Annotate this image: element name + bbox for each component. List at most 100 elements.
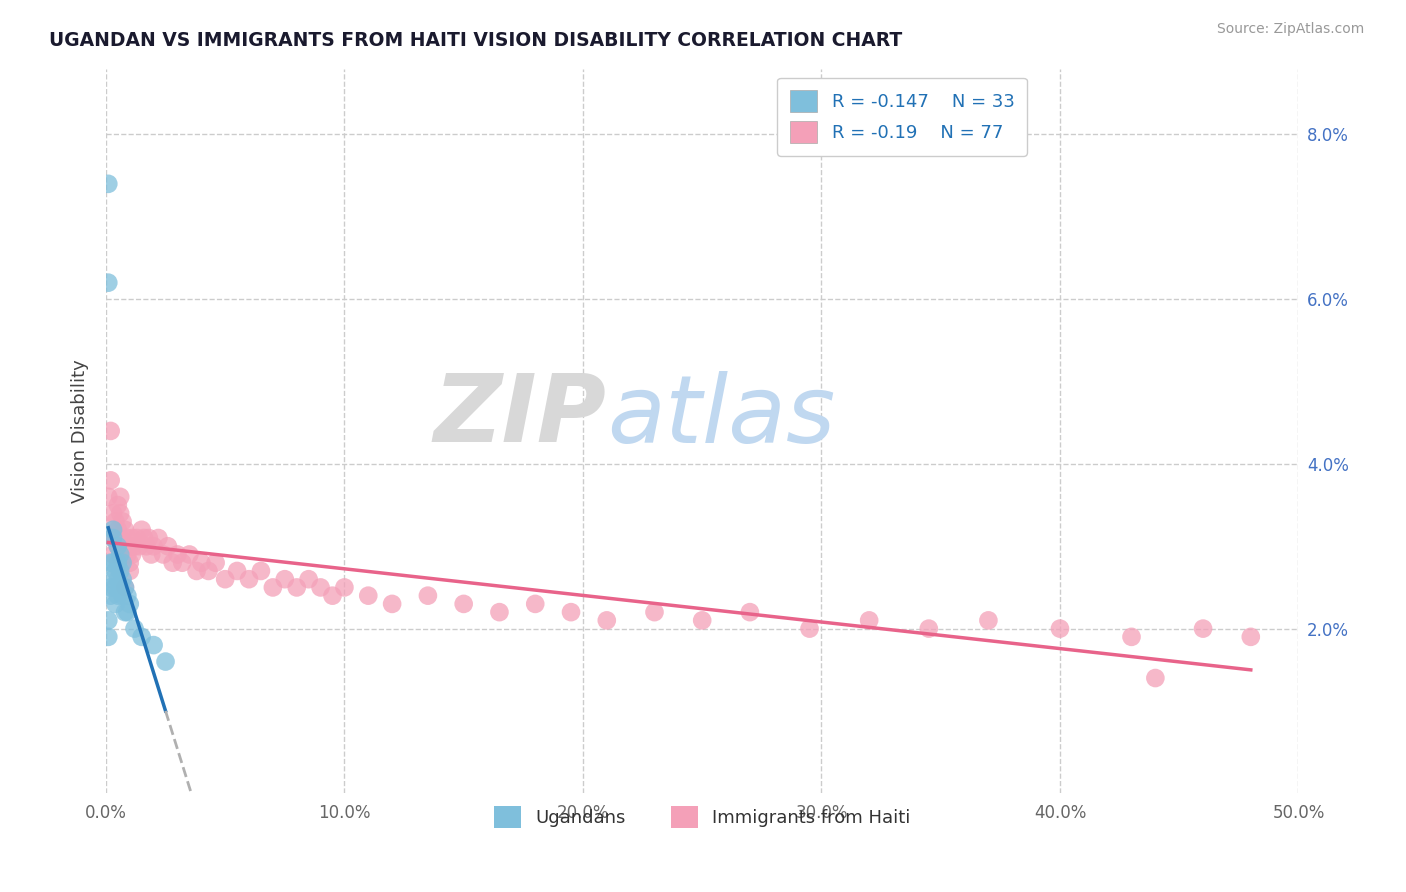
Point <box>104 515 127 529</box>
Point <box>333 581 356 595</box>
Point <box>124 539 146 553</box>
Point <box>186 564 208 578</box>
Point <box>111 589 134 603</box>
Point <box>799 622 821 636</box>
Point <box>110 506 132 520</box>
Point <box>104 531 127 545</box>
Point <box>118 597 141 611</box>
Point <box>141 548 163 562</box>
Point <box>101 548 124 562</box>
Point <box>1144 671 1167 685</box>
Point <box>125 531 148 545</box>
Point <box>690 613 713 627</box>
Point <box>100 424 122 438</box>
Point <box>179 548 201 562</box>
Point <box>162 556 184 570</box>
Point <box>381 597 404 611</box>
Point <box>135 539 157 553</box>
Point <box>100 474 122 488</box>
Point <box>118 556 141 570</box>
Point <box>238 572 260 586</box>
Point <box>111 572 134 586</box>
Point <box>117 589 139 603</box>
Point <box>357 589 380 603</box>
Point <box>100 581 122 595</box>
Point <box>101 531 124 545</box>
Point <box>274 572 297 586</box>
Point <box>166 548 188 562</box>
Point <box>197 564 219 578</box>
Point <box>142 539 165 553</box>
Point <box>560 605 582 619</box>
Point <box>1049 622 1071 636</box>
Point <box>101 531 124 545</box>
Text: ZIP: ZIP <box>434 370 607 462</box>
Point <box>156 539 179 553</box>
Point <box>117 605 139 619</box>
Point <box>114 523 136 537</box>
Point <box>918 622 941 636</box>
Point <box>226 564 249 578</box>
Point <box>118 564 141 578</box>
Point <box>262 581 284 595</box>
Point <box>97 613 120 627</box>
Point <box>97 630 120 644</box>
Point <box>117 548 139 562</box>
Point <box>97 177 120 191</box>
Point <box>204 556 226 570</box>
Point <box>488 605 510 619</box>
Text: UGANDAN VS IMMIGRANTS FROM HAITI VISION DISABILITY CORRELATION CHART: UGANDAN VS IMMIGRANTS FROM HAITI VISION … <box>49 31 903 50</box>
Point <box>142 638 165 652</box>
Text: Source: ZipAtlas.com: Source: ZipAtlas.com <box>1216 22 1364 37</box>
Point <box>101 523 124 537</box>
Point <box>131 523 153 537</box>
Point <box>172 556 194 570</box>
Point <box>214 572 236 586</box>
Point <box>110 531 132 545</box>
Point <box>107 589 129 603</box>
Point <box>97 490 120 504</box>
Point <box>100 589 122 603</box>
Point <box>121 548 143 562</box>
Point <box>644 605 666 619</box>
Point <box>107 498 129 512</box>
Point <box>111 515 134 529</box>
Point <box>114 581 136 595</box>
Point <box>104 581 127 595</box>
Point <box>309 581 332 595</box>
Point <box>110 564 132 578</box>
Point <box>596 613 619 627</box>
Point <box>138 531 160 545</box>
Point <box>100 556 122 570</box>
Point <box>298 572 321 586</box>
Point <box>101 556 124 570</box>
Point <box>285 581 308 595</box>
Point <box>104 564 127 578</box>
Legend: Ugandans, Immigrants from Haiti: Ugandans, Immigrants from Haiti <box>486 798 918 835</box>
Point <box>977 613 1000 627</box>
Point <box>114 581 136 595</box>
Point <box>132 531 155 545</box>
Point <box>101 572 124 586</box>
Point <box>250 564 273 578</box>
Point <box>107 523 129 537</box>
Point <box>110 548 132 562</box>
Point <box>1240 630 1263 644</box>
Point <box>524 597 547 611</box>
Point <box>321 589 343 603</box>
Point <box>107 539 129 553</box>
Point <box>121 531 143 545</box>
Point <box>111 556 134 570</box>
Point <box>111 539 134 553</box>
Text: atlas: atlas <box>607 371 835 462</box>
Point <box>107 572 129 586</box>
Y-axis label: Vision Disability: Vision Disability <box>72 359 89 503</box>
Point <box>104 597 127 611</box>
Point <box>110 490 132 504</box>
Point <box>148 531 170 545</box>
Point <box>110 581 132 595</box>
Point <box>97 276 120 290</box>
Point <box>155 655 177 669</box>
Point <box>190 556 212 570</box>
Point <box>1192 622 1215 636</box>
